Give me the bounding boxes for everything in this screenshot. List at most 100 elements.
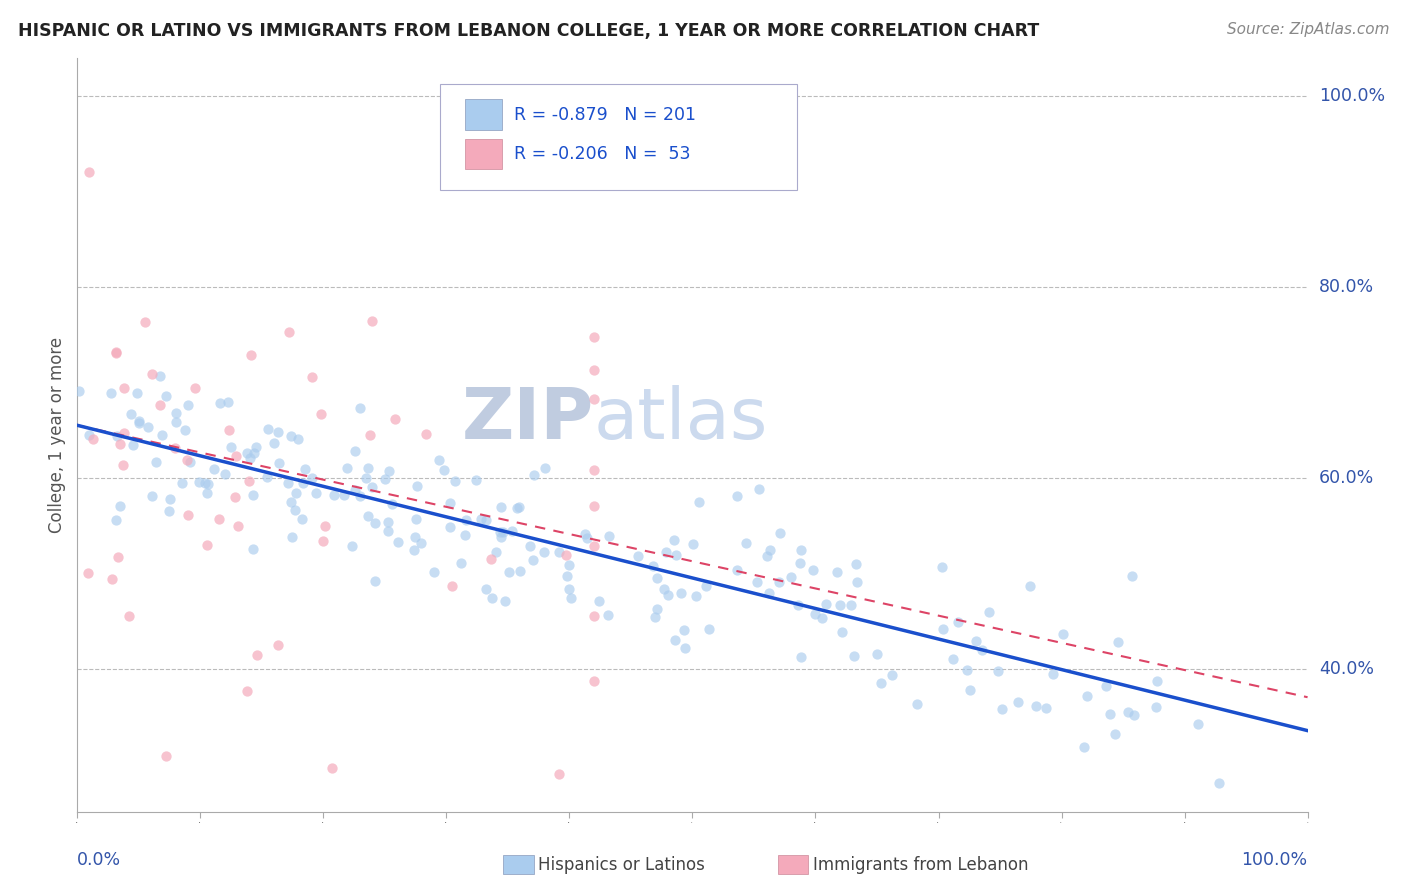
Point: [194, 475, 217, 490]
Point: [1144, 700, 1167, 714]
Point: [523, 467, 546, 482]
Point: [301, 471, 323, 485]
Point: [377, 515, 399, 529]
Point: [1146, 674, 1168, 689]
Text: 100.0%: 100.0%: [1319, 87, 1385, 105]
Point: [557, 558, 579, 572]
Point: [1099, 706, 1122, 721]
Point: [354, 471, 377, 485]
Point: [246, 648, 269, 662]
Point: [787, 599, 810, 613]
Point: [644, 610, 666, 624]
Point: [439, 496, 461, 510]
Point: [301, 370, 323, 384]
Point: [942, 652, 965, 666]
Point: [100, 572, 122, 586]
Text: 60.0%: 60.0%: [1319, 469, 1374, 487]
Point: [1122, 707, 1144, 722]
Point: [1018, 579, 1040, 593]
Point: [179, 455, 201, 469]
Point: [155, 749, 177, 764]
Point: [626, 549, 648, 563]
Point: [870, 675, 893, 690]
Point: [134, 315, 156, 329]
Point: [107, 549, 129, 564]
Point: [111, 458, 134, 473]
Point: [931, 559, 953, 574]
Point: [343, 444, 366, 458]
Point: [208, 396, 231, 410]
Point: [574, 526, 596, 541]
Point: [141, 367, 163, 381]
Point: [217, 395, 239, 409]
Point: [177, 508, 200, 522]
Point: [377, 464, 399, 478]
Point: [880, 667, 903, 681]
Point: [281, 530, 304, 544]
Point: [377, 524, 399, 538]
Point: [866, 647, 889, 661]
Point: [344, 483, 367, 497]
Point: [905, 697, 928, 711]
Point: [404, 530, 426, 544]
Point: [381, 497, 404, 511]
Point: [280, 494, 302, 508]
Point: [725, 489, 748, 503]
Point: [506, 500, 529, 515]
Point: [256, 422, 278, 436]
Point: [555, 549, 578, 563]
Point: [815, 597, 838, 611]
Point: [243, 446, 266, 460]
Point: [492, 524, 515, 539]
Point: [1094, 679, 1116, 693]
Point: [734, 536, 756, 550]
Point: [104, 346, 127, 360]
Point: [202, 462, 225, 476]
Point: [439, 520, 461, 534]
Point: [789, 542, 811, 557]
Point: [128, 417, 150, 431]
Point: [82, 432, 104, 446]
Y-axis label: College, 1 year or more: College, 1 year or more: [48, 337, 66, 533]
Bar: [465, 99, 502, 129]
Point: [557, 582, 579, 596]
Point: [323, 488, 346, 502]
Point: [831, 624, 853, 639]
Point: [242, 541, 264, 556]
Point: [422, 565, 444, 579]
FancyBboxPatch shape: [440, 85, 797, 190]
Point: [214, 467, 236, 481]
Point: [583, 674, 606, 689]
Point: [583, 363, 606, 377]
Point: [267, 425, 290, 439]
Point: [177, 398, 200, 412]
Point: [673, 640, 696, 655]
Point: [652, 582, 675, 596]
Point: [406, 478, 429, 492]
Point: [1042, 667, 1064, 681]
Point: [77, 428, 100, 442]
Point: [356, 460, 378, 475]
Point: [112, 425, 135, 440]
Point: [758, 586, 780, 600]
Point: [1107, 635, 1129, 649]
Point: [645, 601, 668, 615]
Point: [402, 542, 425, 557]
Point: [688, 495, 710, 509]
Point: [105, 344, 128, 359]
Point: [364, 574, 387, 588]
Point: [970, 643, 993, 657]
Point: [494, 594, 516, 608]
Point: [956, 663, 979, 677]
Point: [157, 504, 180, 518]
Point: [165, 415, 187, 429]
Point: [725, 563, 748, 577]
Point: [219, 440, 242, 454]
Point: [292, 476, 315, 491]
Point: [548, 545, 571, 559]
Text: ZIP: ZIP: [461, 385, 595, 454]
Point: [336, 461, 359, 475]
Point: [411, 536, 433, 550]
Point: [149, 368, 172, 383]
Point: [768, 574, 790, 589]
